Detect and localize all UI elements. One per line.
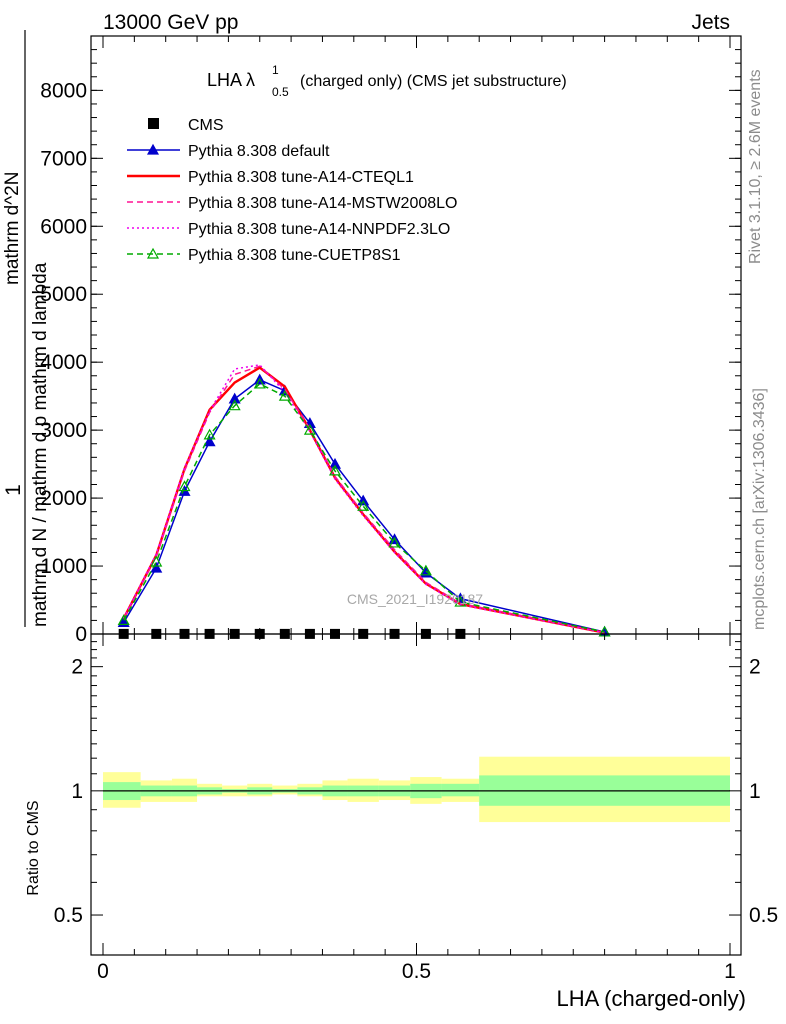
y-tick-label-ratio: 0.5 [54,904,83,927]
plot-title-superscript: 1 [272,63,279,77]
y-tick-label-ratio-right: 0.5 [749,904,778,927]
series-marker-5 [117,614,130,626]
legend: CMS Pythia 8.308 default Pythia 8.308 tune… [127,117,457,264]
legend-label: Pythia 8.308 default [188,143,330,160]
header-left-label: 13000 GeV pp [103,11,238,34]
y-tick-label-main: 2000 [40,487,87,510]
series-marker-1 [328,457,342,469]
series-marker-5 [328,464,342,476]
y-tick-label-ratio-right: 1 [749,780,761,803]
series-marker-5 [388,536,401,548]
series-marker-1 [203,435,216,447]
y-tick-label-main: 7000 [40,147,87,170]
x-tick-label: 0.5 [402,960,431,983]
y-label-denominator: mathrm d N / mathrm d p mathrm d lambda [30,262,51,627]
ratio-plot-panel: 0.5 0.5 1 1 2 2 0 0.5 1 [54,633,778,983]
y-tick-label-main: 0 [75,623,87,646]
plot-title: LHA λ 1 0.5 (charged only) (CMS jet subs… [207,63,567,99]
main-plot-panel: 1000 2000 3000 4000 5000 6000 7000 8000 0 [40,35,742,646]
ratio-band-inner [441,783,480,797]
legend-label: Pythia 8.308 tune-A14-CTEQL1 [188,169,414,186]
legend-label: CMS [188,117,224,134]
plot-title-main: LHA λ [207,70,255,90]
series-marker-5 [419,564,432,576]
series-marker-5 [203,428,216,440]
legend-label: Pythia 8.308 tune-A14-NNPDF2.3LO [188,221,450,238]
y-label-one: 1 [2,484,25,496]
y-tick-label-main: 1000 [40,555,87,578]
series-line-3 [123,365,605,634]
legend-marker-cms [148,118,159,129]
x-tick-label: 1 [724,960,736,983]
x-axis-label: LHA (charged-only) [556,986,746,1011]
plot-title-rest: (charged only) (CMS jet substructure) [300,73,567,90]
series-marker-5 [228,399,241,411]
y-tick-label-ratio: 2 [71,656,83,679]
plot-title-subscript: 0.5 [272,85,289,99]
rivet-version-label: Rivet 3.1.10, ≥ 2.6M events [747,69,764,264]
x-tick-label: 0 [97,960,109,983]
series-marker-5 [303,423,316,435]
series-marker-5 [253,377,266,389]
legend-marker-5 [146,247,160,259]
series-marker-5 [357,500,370,511]
series-marker-1 [228,392,241,404]
y-tick-label-ratio-right: 2 [749,656,761,679]
series-marker-5 [150,555,163,567]
y-axis-label-main: 1 mathrm d N / mathrm d p mathrm d lambd… [2,30,51,627]
header-right-label: Jets [691,11,730,34]
y-tick-label-main: 4000 [40,351,87,374]
legend-label: Pythia 8.308 tune-CUETP8S1 [188,247,401,264]
y-tick-label-main: 6000 [40,215,87,238]
y-tick-label-main: 3000 [40,419,87,442]
y-axis-label-ratio: Ratio to CMS [25,800,42,895]
legend-label: Pythia 8.308 tune-A14-MSTW2008LO [188,195,457,212]
analysis-watermark: CMS_2021_I1920187 [347,591,483,607]
series-marker-5 [454,595,467,607]
mcplots-label: mcplots.cern.ch [arXiv:1306.3436] [751,388,768,630]
series-marker-5 [178,480,191,492]
series-marker-5 [278,389,291,401]
legend-marker-1 [146,143,160,155]
y-tick-label-ratio: 1 [71,780,83,803]
y-tick-label-main: 8000 [40,79,87,102]
y-tick-label-main: 5000 [40,283,87,306]
y-label-numerator: mathrm d^2N [2,172,23,285]
series-line-5 [123,383,605,633]
